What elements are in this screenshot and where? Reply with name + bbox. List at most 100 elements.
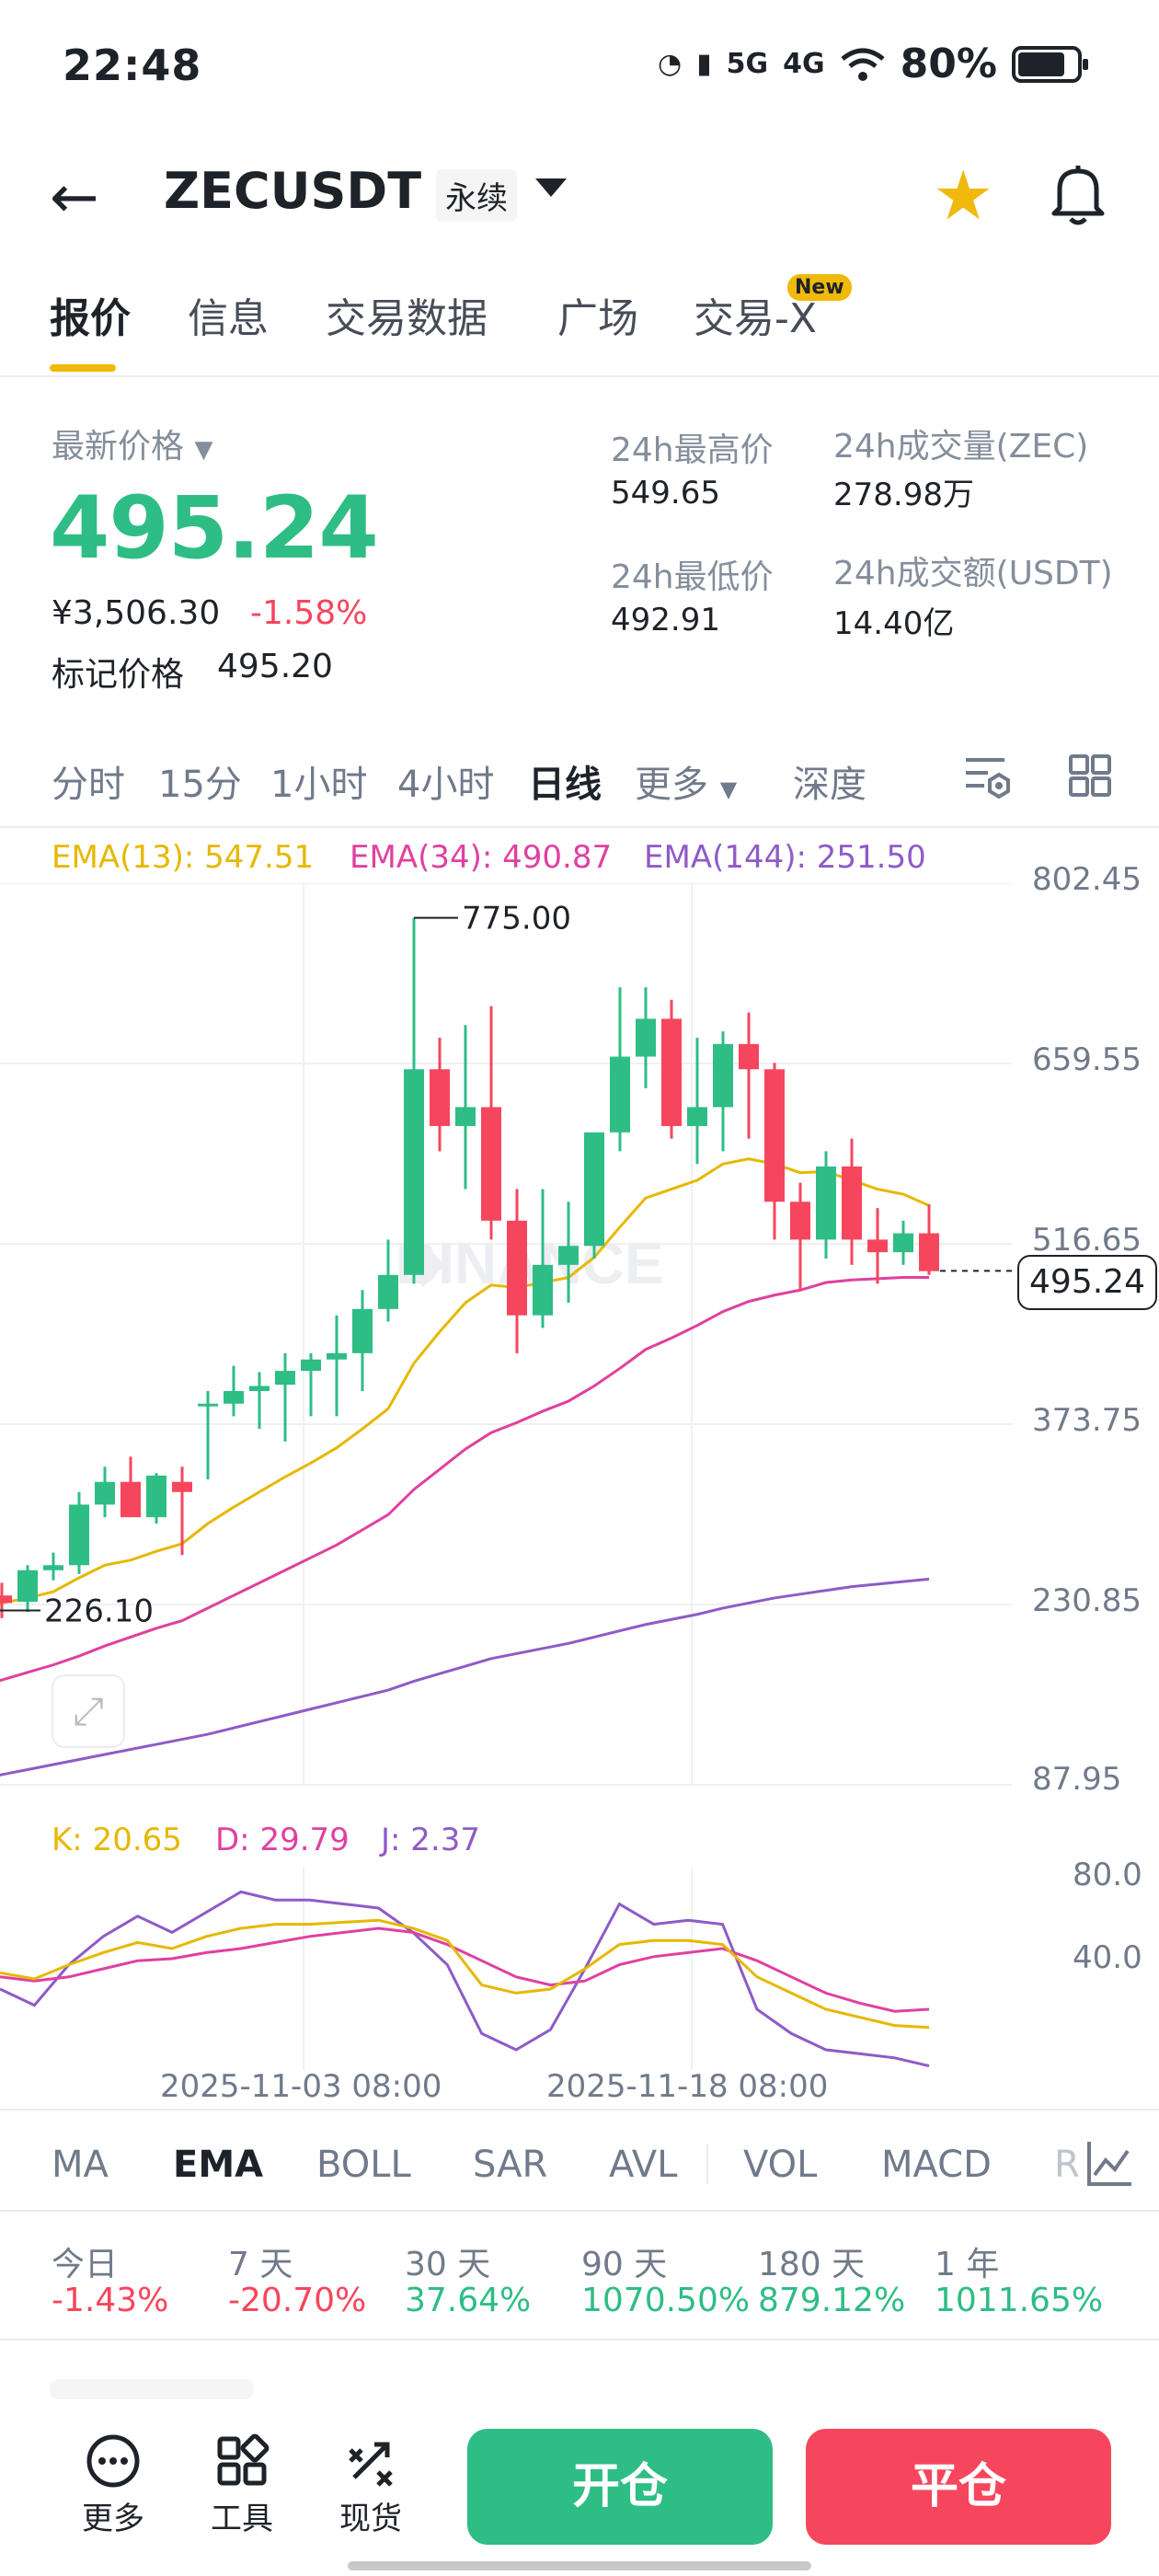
- tf-depth[interactable]: 深度: [793, 764, 866, 806]
- ind-ma[interactable]: MA: [52, 2144, 109, 2186]
- speedometer-icon: ◔: [657, 48, 683, 80]
- candle-body: [584, 1132, 604, 1247]
- candle-body: [95, 1481, 115, 1505]
- candle-body: [764, 1069, 785, 1202]
- vibrate-icon: ▮: [696, 48, 712, 80]
- tf-4h[interactable]: 4小时: [397, 764, 495, 806]
- swap-icon: [349, 2442, 393, 2487]
- low-marker-label: 226.10: [44, 1593, 154, 1630]
- more-button[interactable]: 更多: [63, 2429, 164, 2538]
- candle-body: [352, 1308, 373, 1353]
- ind-avl[interactable]: AVL: [609, 2144, 678, 2186]
- period-label: 7 天: [228, 2246, 293, 2283]
- candle-body: [713, 1043, 733, 1108]
- candle-body: [687, 1107, 707, 1126]
- open-position-button[interactable]: 开仓: [467, 2429, 773, 2545]
- ema13-line: [0, 1157, 930, 1605]
- ind-vol[interactable]: VOL: [743, 2144, 818, 2186]
- candle-body: [481, 1107, 501, 1221]
- close-position-button[interactable]: 平仓: [806, 2429, 1111, 2545]
- candle-body: [842, 1166, 862, 1240]
- candle-body: [455, 1107, 476, 1126]
- date-label: 2025-11-18 08:00: [546, 2068, 829, 2105]
- cny-price: ¥3,506.30: [52, 594, 221, 632]
- candle-body: [919, 1233, 939, 1271]
- low-label: 24h最低价: [611, 558, 774, 596]
- last-price-tag: 495.24: [1017, 1255, 1157, 1310]
- ind-sar[interactable]: SAR: [473, 2144, 548, 2186]
- turnover-label: 24h成交额(USDT): [833, 555, 1113, 592]
- tab-square[interactable]: 广场: [557, 295, 638, 342]
- tab-info[interactable]: 信息: [188, 295, 269, 342]
- chart-top-divider: [0, 826, 1159, 828]
- ind-macd[interactable]: MACD: [881, 2144, 992, 2186]
- battery-icon: [1012, 45, 1088, 83]
- high-marker-label: 775.00: [462, 901, 571, 937]
- candle-body: [378, 1274, 398, 1309]
- tf-1d[interactable]: 日线: [528, 764, 602, 806]
- tf-time[interactable]: 分时: [52, 764, 125, 806]
- period-value: 1011.65%: [935, 2282, 1104, 2319]
- candle-body: [816, 1166, 836, 1240]
- high-label: 24h最高价: [611, 431, 774, 469]
- back-arrow-icon[interactable]: ←: [50, 164, 99, 232]
- chart-settings-icon[interactable]: [962, 753, 1014, 799]
- ema34-line: [0, 1276, 929, 1683]
- favorite-star-icon[interactable]: ★: [933, 156, 994, 236]
- period-label: 1 年: [935, 2246, 1000, 2283]
- home-indicator[interactable]: [348, 2561, 811, 2570]
- caret-down-icon: ▼: [194, 436, 213, 464]
- candle-body: [327, 1352, 347, 1360]
- tab-quote[interactable]: 报价: [50, 295, 131, 342]
- expand-icon[interactable]: ⤢: [52, 1674, 125, 1748]
- more-label: 更多: [82, 2501, 144, 2537]
- tf-1h[interactable]: 1小时: [270, 764, 368, 806]
- high-value: 549.65: [611, 475, 720, 512]
- tab-trading-data[interactable]: 交易数据: [326, 295, 488, 342]
- bell-icon[interactable]: [1049, 162, 1107, 226]
- spot-button[interactable]: 现货: [320, 2429, 421, 2538]
- ind-ema[interactable]: EMA: [173, 2144, 264, 2186]
- date-label: 2025-11-03 08:00: [160, 2068, 442, 2105]
- tf-more[interactable]: 更多 ▼: [635, 764, 738, 806]
- symbol-title[interactable]: ZECUSDT: [164, 162, 422, 220]
- kdj-axis-tick: 40.0: [1073, 1939, 1142, 1976]
- kdj_j-line: [0, 1890, 930, 2068]
- battery-percent: 80%: [900, 40, 997, 87]
- ind-boll[interactable]: BOLL: [316, 2144, 411, 2186]
- battery-level: [1018, 52, 1064, 76]
- last-price-label[interactable]: 最新价格 ▼: [52, 428, 213, 466]
- candle-body: [610, 1056, 630, 1133]
- tools-button[interactable]: 工具: [191, 2429, 293, 2538]
- period-value: 1070.50%: [581, 2282, 751, 2319]
- candle-body: [43, 1565, 63, 1570]
- ema144-label: EMA(144): 251.50: [644, 839, 926, 876]
- tools-icon: [217, 2433, 270, 2486]
- candle-body: [558, 1246, 579, 1265]
- mark-price: 495.20: [217, 648, 333, 685]
- kdj-d-label: D: 29.79: [215, 1822, 350, 1858]
- period-value: 37.64%: [405, 2282, 532, 2319]
- indicator-settings-icon[interactable]: [1084, 2138, 1135, 2190]
- mark-price-label: 标记价格: [52, 656, 185, 694]
- active-tab-indicator: [50, 364, 116, 372]
- divider: [0, 2339, 1159, 2340]
- kdj_d-line: [0, 1926, 930, 2013]
- ind-r[interactable]: R: [1054, 2144, 1080, 2186]
- axis-tick: 230.85: [1032, 1582, 1142, 1619]
- status-time: 22:48: [63, 40, 202, 90]
- layout-grid-icon[interactable]: [1067, 753, 1113, 799]
- axis-tick: 373.75: [1032, 1402, 1142, 1439]
- symbol-dropdown-icon[interactable]: [535, 178, 567, 197]
- axis-tick: 659.55: [1032, 1041, 1142, 1078]
- tab-trade-x[interactable]: 交易-X: [694, 295, 818, 342]
- candle-body: [661, 1018, 682, 1126]
- tf-15m[interactable]: 15分: [158, 764, 242, 806]
- candle-body: [430, 1069, 450, 1126]
- period-label: 90 天: [581, 2246, 668, 2283]
- new-badge: New: [787, 274, 852, 301]
- turnover-value: 14.40亿: [833, 605, 955, 642]
- tools-label: 工具: [211, 2501, 273, 2537]
- candle-body: [17, 1570, 38, 1603]
